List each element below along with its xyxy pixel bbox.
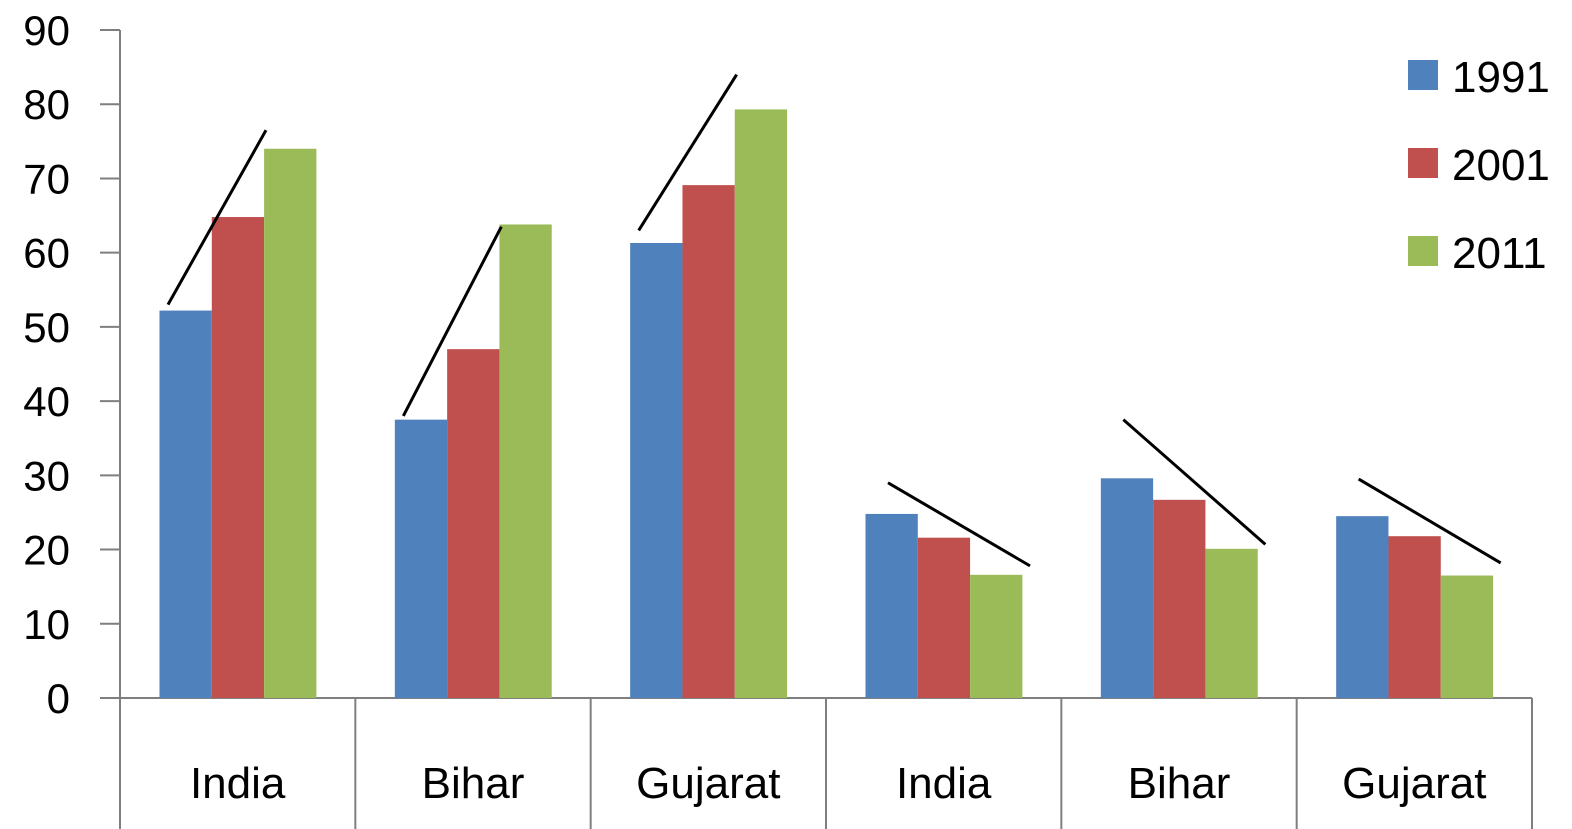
y-tick-label: 80 bbox=[23, 81, 70, 128]
y-tick-label: 0 bbox=[47, 675, 70, 722]
legend-swatch-2001 bbox=[1408, 148, 1438, 178]
bar-2001-3 bbox=[917, 537, 971, 698]
x-tick-label: Bihar bbox=[1128, 759, 1231, 808]
bar-1991-3 bbox=[865, 513, 918, 698]
trend-lines bbox=[166, 73, 1502, 568]
bar-2001-1 bbox=[447, 349, 500, 698]
y-tick-label: 70 bbox=[23, 155, 70, 202]
bar-2001-5 bbox=[1388, 536, 1441, 698]
bar-1991-4 bbox=[1100, 478, 1154, 698]
legend-label-2011: 2011 bbox=[1452, 229, 1547, 278]
y-tick-label: 40 bbox=[23, 378, 70, 425]
x-tick-label: Gujarat bbox=[636, 759, 780, 808]
bar-2011-2 bbox=[734, 109, 788, 698]
legend-label-1991: 1991 bbox=[1452, 53, 1550, 102]
legend-label-2001: 2001 bbox=[1452, 141, 1550, 190]
legend: 1991 2001 2011 bbox=[1408, 53, 1550, 278]
x-tick-label: India bbox=[190, 759, 286, 808]
y-tick-label: 20 bbox=[23, 527, 70, 574]
trend-line-2 bbox=[637, 73, 738, 232]
legend-swatch-1991 bbox=[1408, 60, 1438, 90]
x-tick-label: Bihar bbox=[422, 759, 525, 808]
bar-2001-0 bbox=[211, 217, 265, 699]
y-tick-label: 10 bbox=[23, 601, 70, 648]
y-tick-label: 50 bbox=[23, 304, 70, 351]
x-tick-label: India bbox=[896, 759, 992, 808]
bar-2001-4 bbox=[1153, 499, 1206, 698]
trend-line-4 bbox=[1122, 418, 1267, 546]
trend-line-0 bbox=[166, 129, 268, 306]
bar-2011-1 bbox=[499, 224, 552, 698]
bar-1991-2 bbox=[630, 243, 683, 699]
bar-1991-1 bbox=[394, 419, 448, 698]
legend-swatch-2011 bbox=[1408, 236, 1438, 266]
trend-line-3 bbox=[887, 481, 1031, 568]
y-tick-label: 90 bbox=[23, 7, 70, 54]
bars bbox=[159, 109, 1494, 699]
bar-2011-0 bbox=[264, 148, 317, 698]
bar-1991-5 bbox=[1336, 516, 1389, 698]
bar-2011-3 bbox=[970, 574, 1023, 698]
y-tick-label: 30 bbox=[23, 452, 70, 499]
trend-line-5 bbox=[1357, 477, 1502, 565]
y-axis: 0 10 20 30 40 50 60 70 80 90 bbox=[23, 7, 121, 829]
trend-line-1 bbox=[402, 225, 503, 417]
x-axis: India Bihar Gujarat India Bihar Gujarat bbox=[119, 697, 1533, 829]
bar-2001-2 bbox=[682, 185, 735, 698]
y-tick-label: 60 bbox=[23, 230, 70, 277]
x-tick-label: Gujarat bbox=[1342, 759, 1486, 808]
bar-2011-4 bbox=[1205, 548, 1258, 698]
bar-1991-0 bbox=[159, 310, 212, 698]
bar-2011-5 bbox=[1440, 575, 1494, 698]
